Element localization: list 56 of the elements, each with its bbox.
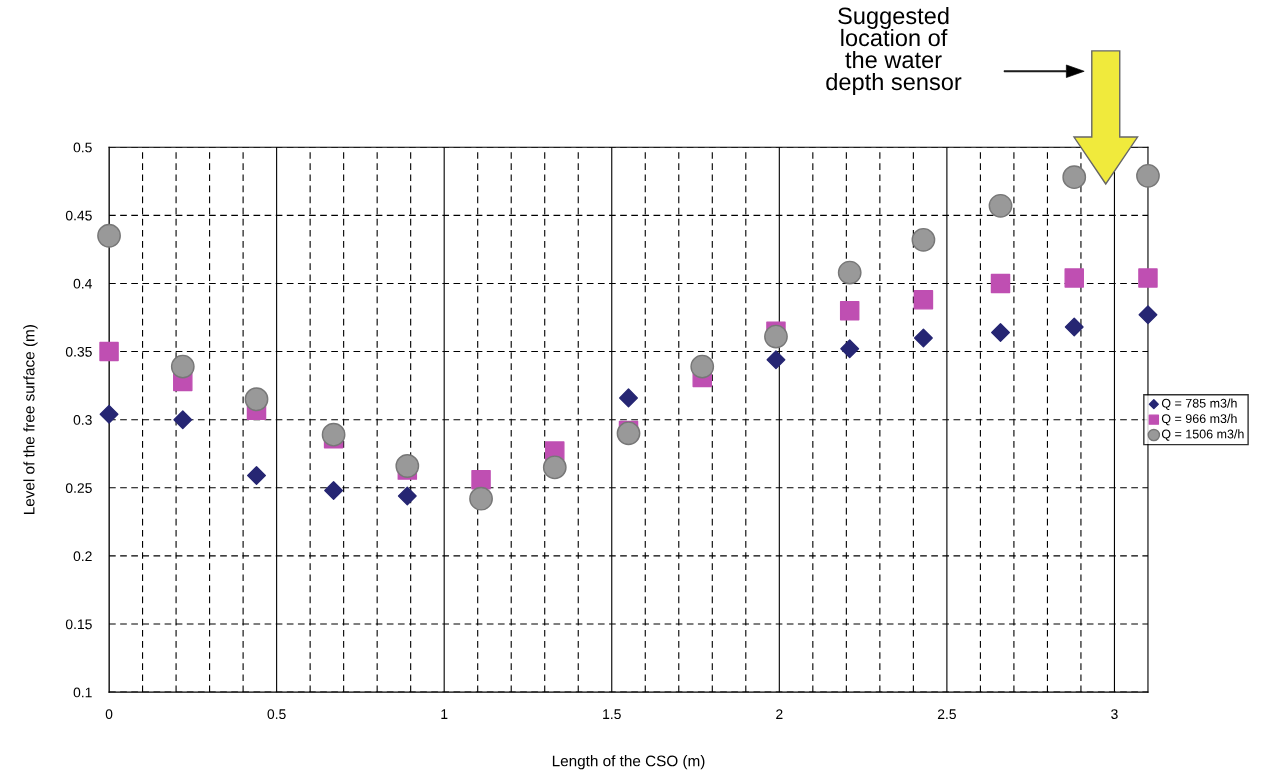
y-tick-label: 0.2 <box>73 551 92 562</box>
point <box>99 404 119 424</box>
point <box>911 227 936 252</box>
x-tick-label: 2 <box>776 709 783 719</box>
point <box>1138 268 1158 288</box>
point <box>690 354 715 379</box>
y-tick-label: 0.35 <box>65 346 92 357</box>
point <box>397 486 417 506</box>
point <box>542 455 567 480</box>
point <box>988 193 1013 218</box>
point <box>990 273 1011 294</box>
point <box>837 260 862 285</box>
y-tick-label: 0.25 <box>65 483 92 493</box>
y-tick-label: 0.1 <box>73 687 92 698</box>
point <box>170 354 195 379</box>
point <box>764 324 788 349</box>
x-tick-label: 2.5 <box>937 709 956 720</box>
text: Suggested location of the water depth sensor <box>826 6 962 95</box>
point <box>616 421 641 446</box>
point <box>97 223 121 248</box>
legend-label: Q = 785 m3/h <box>1161 398 1237 410</box>
point <box>1062 165 1087 190</box>
y-tick-label: 0.4 <box>73 278 92 289</box>
point <box>766 350 786 370</box>
point <box>469 486 493 511</box>
point <box>839 300 860 321</box>
point <box>99 341 119 362</box>
point <box>913 290 934 310</box>
x-tick-label: 1.5 <box>603 709 621 720</box>
legend-label: Q = 966 m3/h <box>1161 413 1237 426</box>
y-tick-label: 0.5 <box>73 142 92 153</box>
point <box>321 422 346 447</box>
x-axis-title: Length of the CSO (m) <box>552 755 705 770</box>
y-tick-label: 0.3 <box>73 415 92 425</box>
point <box>1064 317 1084 337</box>
point <box>173 410 193 430</box>
point <box>1138 305 1158 325</box>
point <box>395 454 420 478</box>
point <box>619 388 638 408</box>
point <box>471 469 491 490</box>
point <box>324 481 344 501</box>
point <box>1064 268 1084 288</box>
x-tick-label: 3 <box>1111 709 1118 720</box>
point <box>840 339 860 359</box>
point <box>991 323 1010 342</box>
x-tick-label: 0.5 <box>267 709 286 720</box>
y-tick-label: 0.45 <box>65 210 92 221</box>
point <box>1136 163 1160 188</box>
y-axis-title: Level of the free surface (m) <box>23 325 38 514</box>
legend-label: Q = 1506 m3/h <box>1161 429 1244 441</box>
y-tick-label: 0.15 <box>65 619 92 630</box>
point <box>244 387 269 412</box>
point <box>913 328 933 348</box>
x-tick-label: 1 <box>441 709 448 719</box>
point <box>247 466 266 486</box>
x-tick-label: 0 <box>105 709 113 720</box>
